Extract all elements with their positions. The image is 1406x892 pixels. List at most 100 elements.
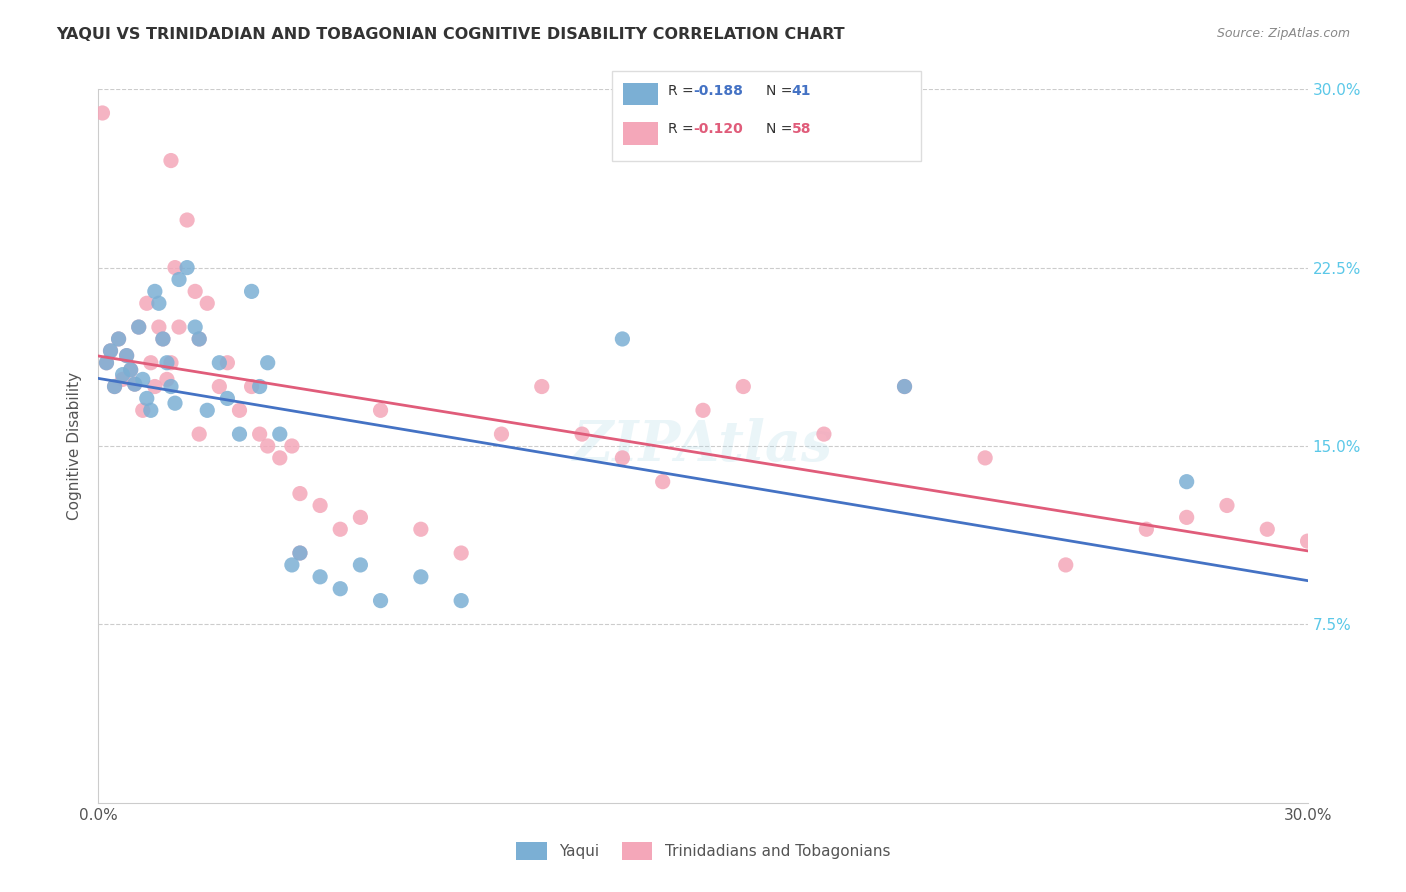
Text: N =: N = (766, 84, 797, 98)
Point (733, 379, 755, 393)
Point (692, 403, 714, 417)
Point (651, 475, 673, 489)
Point (107, 332, 129, 346)
Text: -0.188: -0.188 (693, 84, 742, 98)
Point (208, 379, 231, 393)
Point (530, 379, 553, 393)
Point (1216, 499, 1239, 513)
Point (111, 372, 134, 386)
Point (450, 546, 472, 560)
Point (135, 392, 157, 406)
Point (893, 379, 915, 393)
Point (107, 332, 129, 346)
Text: R =: R = (668, 122, 697, 136)
Point (1054, 558, 1077, 572)
Point (120, 363, 142, 377)
Point (893, 379, 915, 393)
Text: N =: N = (766, 122, 797, 136)
Point (269, 450, 291, 465)
Point (195, 403, 218, 417)
Point (111, 368, 134, 382)
Point (156, 372, 179, 386)
Point (612, 450, 634, 465)
Point (100, 343, 122, 358)
Point (163, 260, 186, 275)
Point (1175, 510, 1198, 524)
Point (195, 296, 218, 310)
Point (329, 522, 352, 536)
Point (156, 356, 179, 370)
Point (491, 427, 513, 442)
Point (100, 343, 122, 358)
Point (409, 522, 432, 536)
Point (96, 356, 118, 370)
Point (1175, 475, 1198, 489)
Point (228, 427, 250, 442)
Point (184, 320, 207, 334)
Text: YAQUI VS TRINIDADIAN AND TOBAGONIAN COGNITIVE DISABILITY CORRELATION CHART: YAQUI VS TRINIDADIAN AND TOBAGONIAN COGN… (56, 27, 845, 42)
Legend: Yaqui, Trinidadians and Tobagonians: Yaqui, Trinidadians and Tobagonians (510, 836, 896, 866)
Point (188, 332, 211, 346)
Text: -0.120: -0.120 (693, 122, 742, 136)
Point (256, 439, 278, 453)
Point (148, 320, 170, 334)
Point (132, 403, 155, 417)
Point (1135, 522, 1157, 536)
Point (349, 510, 371, 524)
Point (309, 570, 332, 584)
Point (370, 593, 392, 607)
Text: Source: ZipAtlas.com: Source: ZipAtlas.com (1216, 27, 1350, 40)
Point (249, 379, 271, 393)
Point (135, 296, 157, 310)
Point (217, 392, 239, 406)
Y-axis label: Cognitive Disability: Cognitive Disability (67, 372, 83, 520)
Point (256, 356, 278, 370)
Point (115, 349, 138, 363)
Point (409, 570, 432, 584)
Text: R =: R = (668, 84, 697, 98)
Point (152, 332, 174, 346)
Point (281, 439, 304, 453)
Point (288, 546, 311, 560)
Point (188, 332, 211, 346)
Point (240, 379, 263, 393)
Point (269, 427, 291, 442)
Point (128, 320, 150, 334)
Point (160, 356, 183, 370)
Point (160, 153, 183, 168)
Point (139, 403, 162, 417)
Point (184, 285, 207, 299)
Point (349, 558, 371, 572)
Point (450, 593, 472, 607)
Point (132, 372, 155, 386)
Point (176, 260, 198, 275)
Point (176, 213, 198, 227)
Point (167, 272, 190, 286)
Point (103, 379, 125, 393)
Point (1256, 522, 1278, 536)
Point (124, 377, 146, 392)
Point (167, 320, 190, 334)
Point (143, 285, 166, 299)
Point (163, 396, 186, 410)
Point (217, 356, 239, 370)
Point (139, 356, 162, 370)
Text: ZIPAtlas: ZIPAtlas (572, 418, 834, 474)
Point (124, 377, 146, 392)
Point (96, 356, 118, 370)
Point (228, 403, 250, 417)
Point (370, 403, 392, 417)
Point (329, 582, 352, 596)
Point (148, 296, 170, 310)
Point (612, 332, 634, 346)
Point (309, 499, 332, 513)
Point (571, 427, 593, 442)
Point (249, 427, 271, 442)
Point (240, 285, 263, 299)
Point (813, 427, 835, 442)
Point (974, 450, 997, 465)
Point (128, 320, 150, 334)
Point (208, 356, 231, 370)
Point (103, 379, 125, 393)
Text: 41: 41 (792, 84, 811, 98)
